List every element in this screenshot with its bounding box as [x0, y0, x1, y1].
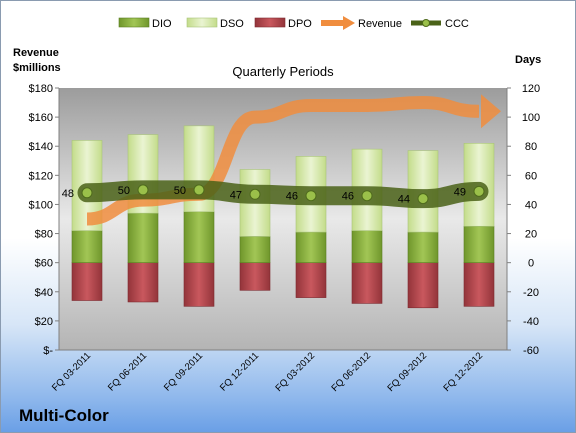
ccc-point	[361, 190, 373, 202]
legend-label-revenue: Revenue	[358, 18, 402, 30]
x-tick-label: FQ 12-2011	[218, 350, 261, 393]
right-tick-label: -20	[523, 287, 539, 299]
bar-dpo	[463, 262, 495, 307]
bar-dio	[351, 230, 383, 263]
chart-title: Quarterly Periods	[232, 64, 334, 79]
right-tick-label: -40	[523, 316, 539, 328]
ccc-data-label: 47	[230, 189, 242, 201]
ccc-data-label: 46	[342, 191, 354, 203]
x-tick-label: FQ 12-2012	[441, 350, 485, 394]
revenue-line	[86, 96, 480, 226]
right-tick-label: 100	[522, 112, 540, 124]
x-tick-label: FQ 09-2012	[385, 350, 429, 394]
axis-titles: Quarterly Periods Revenue $millions Days	[13, 47, 541, 79]
left-tick-label: $100	[29, 199, 53, 211]
legend-label-dio: DIO	[152, 18, 172, 30]
ccc-point	[305, 190, 317, 202]
ccc-point	[137, 184, 149, 196]
x-tick-label: FQ 06-2012	[329, 350, 373, 394]
x-tick-label: FQ 03-2012	[273, 350, 317, 394]
bar-dio	[295, 231, 327, 263]
bar-dio	[239, 236, 271, 263]
x-tick-label: FQ 03-2011	[50, 350, 93, 393]
legend-swatch-dpo	[254, 17, 286, 28]
ccc-data-label: 44	[398, 194, 410, 206]
legend-swatch-dio	[118, 17, 150, 28]
legend-label-ccc: CCC	[445, 18, 469, 30]
bar-dio	[407, 231, 439, 263]
bar-dio	[463, 225, 495, 263]
bar-dpo	[71, 262, 103, 301]
ccc-point	[81, 187, 93, 199]
left-tick-label: $180	[29, 83, 53, 95]
right-tick-label: 0	[528, 258, 534, 270]
x-tick-label: FQ 09-2011	[162, 350, 205, 393]
bar-dio	[127, 212, 159, 263]
bar-dpo	[183, 262, 215, 307]
right-tick-label: 120	[522, 83, 540, 95]
plot-area	[59, 88, 507, 350]
legend-arrowhead-revenue	[343, 16, 355, 30]
left-tick-label: $80	[35, 229, 53, 241]
right-tick-label: 40	[525, 199, 537, 211]
ccc-data-label: 50	[174, 185, 186, 197]
right-tick-label: 60	[525, 170, 537, 182]
left-tick-label: $120	[29, 170, 53, 182]
left-tick-label: $160	[29, 112, 53, 124]
right-tick-label: -60	[523, 345, 539, 357]
right-tick-label: 20	[525, 229, 537, 241]
ccc-data-label: 50	[118, 185, 130, 197]
ccc-data-label: 46	[286, 191, 298, 203]
legend-marker-ccc	[422, 19, 430, 27]
right-tick-label: 80	[525, 141, 537, 153]
chart-legend: DIO DSO DPO Revenue CCC	[118, 16, 469, 30]
left-tick-label: $60	[35, 258, 53, 270]
bar-dio	[71, 230, 103, 263]
ccc-point	[193, 184, 205, 196]
ccc-point	[417, 193, 429, 205]
legend-swatch-dso	[186, 17, 218, 28]
ccc-point	[473, 185, 485, 197]
right-axis-title: Days	[515, 54, 541, 66]
ccc-data-label: 48	[62, 188, 74, 200]
left-axis-title: Revenue	[13, 47, 59, 59]
revenue-arrowhead	[481, 94, 501, 129]
lines-layer: 48 50 50 47 46 46 44 49	[62, 94, 501, 226]
x-tick-label: FQ 06-2011	[106, 350, 149, 393]
legend-label-dso: DSO	[220, 18, 244, 30]
left-tick-label: $140	[29, 141, 53, 153]
left-tick-label: $40	[35, 287, 53, 299]
company-name: Multi-Color	[19, 406, 109, 425]
bar-dpo	[127, 262, 159, 303]
bar-dpo	[351, 262, 383, 304]
left-tick-label: $-	[43, 345, 53, 357]
bar-dio	[183, 211, 215, 263]
bar-dpo	[239, 262, 271, 291]
ccc-line	[77, 180, 489, 209]
left-axis-title-line2: $millions	[13, 62, 61, 74]
bar-dpo	[295, 262, 327, 298]
legend-label-dpo: DPO	[288, 18, 312, 30]
ccc-point	[249, 188, 261, 200]
ccc-data-label: 49	[454, 186, 466, 198]
bar-dpo	[407, 262, 439, 309]
left-tick-label: $20	[35, 316, 53, 328]
